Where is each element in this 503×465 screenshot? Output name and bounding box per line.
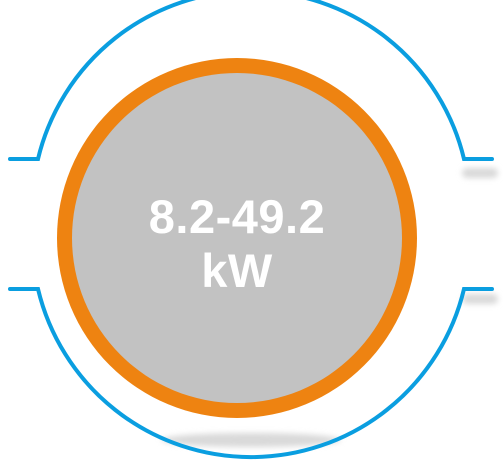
outer-ring-bottom-arc — [8, 287, 494, 460]
power-unit-text: kW — [201, 244, 273, 297]
drop-shadows — [161, 168, 498, 447]
power-rating-label: 8.2-49.2 kW — [98, 190, 376, 298]
outer-ring — [8, 0, 494, 460]
shadow-bottom — [161, 433, 341, 447]
outer-ring-top-arc — [8, 0, 494, 161]
shadow-top-right — [462, 168, 498, 178]
shadow-bottom-right — [462, 294, 498, 304]
grey-disc — [72, 73, 402, 403]
power-range-text: 8.2-49.2 — [148, 190, 326, 243]
